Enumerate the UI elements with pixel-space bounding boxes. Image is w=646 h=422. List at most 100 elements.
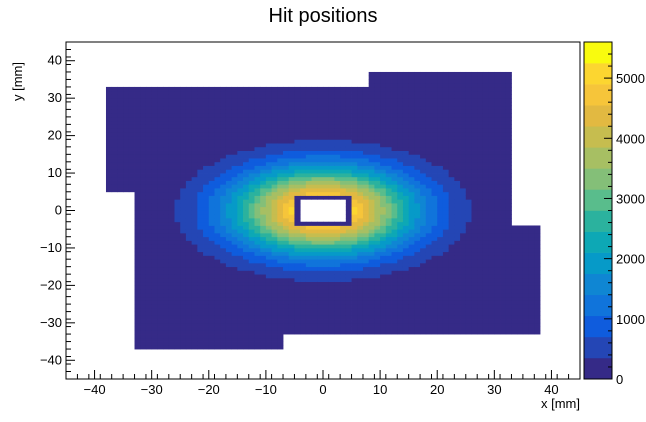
heatmap-cell: [420, 251, 427, 256]
heatmap-cell: [260, 105, 267, 110]
heatmap-cell: [465, 319, 472, 324]
heatmap-cell: [128, 90, 135, 95]
heatmap-cell: [180, 206, 187, 211]
heatmap-cell: [197, 307, 204, 312]
heatmap-cell: [482, 146, 490, 151]
heatmap-cell: [254, 210, 261, 215]
heatmap-cell: [300, 277, 307, 283]
heatmap-cell: [482, 83, 490, 88]
heatmap-cell: [528, 289, 535, 294]
heatmap-cell: [231, 296, 238, 301]
heatmap-cell: [385, 139, 392, 144]
heatmap-cell: [334, 116, 341, 122]
heatmap-cell: [437, 319, 444, 324]
heatmap-cell: [317, 274, 324, 279]
heatmap-cell: [117, 169, 124, 174]
heatmap-cell: [128, 116, 135, 122]
heatmap-cell: [442, 315, 450, 320]
heatmap-cell: [317, 86, 324, 92]
heatmap-cell: [220, 203, 227, 208]
heatmap-cell: [431, 79, 438, 84]
heatmap-cell: [260, 285, 267, 290]
heatmap-cell: [357, 139, 364, 144]
heatmap-cell: [340, 128, 347, 133]
heatmap-cell: [340, 259, 347, 264]
heatmap-cell: [225, 199, 233, 204]
heatmap-cell: [191, 109, 198, 114]
heatmap-cell: [328, 173, 335, 178]
heatmap-cell: [345, 210, 352, 215]
heatmap-cell: [151, 120, 158, 125]
heatmap-cell: [157, 86, 164, 92]
heatmap-cell: [488, 135, 495, 140]
heatmap-cell: [214, 240, 221, 245]
heatmap-cell: [454, 274, 461, 279]
heatmap-cell: [277, 184, 284, 189]
heatmap-cell: [368, 322, 375, 327]
heatmap-cell: [180, 116, 187, 122]
heatmap-cell: [243, 184, 250, 189]
heatmap-cell: [248, 113, 255, 118]
heatmap-cell: [454, 143, 461, 148]
heatmap-cell: [237, 304, 244, 309]
heatmap-cell: [225, 315, 233, 320]
heatmap-cell: [174, 255, 181, 260]
heatmap-cell: [334, 274, 341, 279]
heatmap-cell: [500, 131, 507, 137]
heatmap-cell: [328, 101, 335, 107]
heatmap-cell: [345, 247, 352, 253]
heatmap-cell: [248, 98, 255, 103]
heatmap-cell: [362, 277, 370, 283]
heatmap-cell: [380, 206, 387, 211]
heatmap-cell: [368, 274, 375, 279]
heatmap-cell: [420, 255, 427, 260]
heatmap-cell: [174, 322, 181, 327]
heatmap-cell: [397, 274, 404, 279]
heatmap-cell: [151, 203, 158, 208]
y-tick-label: 0: [55, 203, 62, 218]
heatmap-cell: [511, 300, 518, 305]
heatmap-cell: [191, 94, 198, 99]
heatmap-cell: [277, 113, 284, 118]
heatmap-cell: [380, 75, 387, 80]
heatmap-cell: [300, 128, 307, 133]
heatmap-cell: [203, 304, 210, 309]
heatmap-cell: [408, 236, 415, 241]
heatmap-cell: [442, 135, 450, 140]
heatmap-cell: [208, 225, 215, 230]
heatmap-cell: [185, 203, 193, 208]
heatmap-cell: [288, 86, 295, 92]
heatmap-cell: [482, 270, 490, 275]
heatmap-cell: [151, 322, 158, 327]
heatmap-cell: [477, 124, 484, 129]
heatmap-cell: [431, 210, 438, 215]
heatmap-cell: [288, 161, 295, 166]
heatmap-cell: [482, 94, 490, 99]
heatmap-cell: [414, 154, 421, 159]
heatmap-cell: [151, 135, 158, 140]
heatmap-cell: [317, 311, 324, 316]
heatmap-cell: [442, 319, 450, 324]
heatmap-cell: [460, 131, 467, 137]
heatmap-cell: [414, 244, 421, 249]
heatmap-cell: [180, 289, 187, 294]
heatmap-cell: [454, 83, 461, 88]
heatmap-cell: [494, 203, 501, 208]
heatmap-cell: [442, 277, 450, 283]
heatmap-cell: [151, 98, 158, 103]
heatmap-cell: [362, 135, 370, 140]
heatmap-cell: [111, 184, 118, 189]
heatmap-cell: [185, 319, 193, 324]
heatmap-cell: [494, 225, 501, 230]
heatmap-cell: [351, 86, 358, 92]
heatmap-cell: [288, 292, 295, 298]
heatmap-cell: [317, 180, 324, 185]
heatmap-cell: [271, 322, 278, 327]
heatmap-cell: [420, 319, 427, 324]
heatmap-cell: [208, 334, 215, 339]
heatmap-cell: [448, 146, 455, 151]
heatmap-cell: [414, 262, 421, 268]
heatmap-cell: [425, 214, 432, 219]
heatmap-cell: [385, 161, 392, 166]
heatmap-cell: [208, 120, 215, 125]
